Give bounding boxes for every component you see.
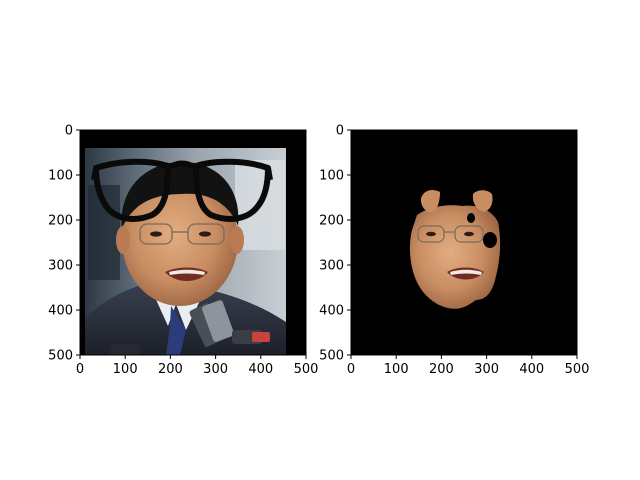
left-ytick-label: 100 <box>48 169 73 184</box>
right-ytick-label: 100 <box>319 169 344 184</box>
left-eye <box>150 231 162 237</box>
hair <box>121 162 239 228</box>
mask-teeth <box>450 269 482 275</box>
left-xtick-label: 500 <box>294 362 319 377</box>
left-ytick-label: 200 <box>48 214 73 229</box>
right-mask <box>409 190 501 309</box>
right-eye <box>199 231 211 237</box>
right-ytick-label: 200 <box>319 214 344 229</box>
left-xtick-label: 200 <box>158 362 183 377</box>
microphones <box>110 300 270 355</box>
right-xtick-label: 400 <box>519 362 544 377</box>
left-ytick-label: 0 <box>65 124 73 139</box>
mask-glasses <box>417 225 484 243</box>
mask-hole-small <box>467 213 475 223</box>
mask-left-tuft <box>420 190 440 213</box>
right-ytick-label: 500 <box>319 349 344 364</box>
teeth <box>169 269 205 275</box>
face <box>122 174 238 306</box>
right-ytick-label: 0 <box>336 124 344 139</box>
right-ear <box>230 226 244 254</box>
mask-face <box>409 205 501 309</box>
mask-hole <box>483 232 497 248</box>
right-xtick-label: 200 <box>429 362 454 377</box>
left-ear <box>116 226 130 254</box>
right-ytick-label: 400 <box>319 304 344 319</box>
real-glasses <box>139 223 225 245</box>
left-ytick-label: 400 <box>48 304 73 319</box>
left-ytick-label: 300 <box>48 259 73 274</box>
right-xtick-label: 100 <box>384 362 409 377</box>
left-photo <box>85 148 286 355</box>
left-xtick-label: 0 <box>76 362 84 377</box>
left-axes-frame <box>79 129 307 356</box>
left-xtick-label: 300 <box>203 362 228 377</box>
right-xtick-label: 300 <box>474 362 499 377</box>
right-ytick-label: 300 <box>319 259 344 274</box>
mask-right-tuft <box>472 190 493 212</box>
mask-left-eye <box>426 231 436 237</box>
left-xtick-label: 400 <box>248 362 273 377</box>
left-xtick-label: 100 <box>113 362 138 377</box>
overlay-glasses <box>91 158 273 222</box>
right-axes-frame <box>350 129 578 356</box>
mask-right-eye <box>464 231 474 237</box>
left-ytick-label: 500 <box>48 349 73 364</box>
right-xtick-label: 500 <box>565 362 590 377</box>
right-xtick-label: 0 <box>347 362 355 377</box>
necktie <box>166 306 186 355</box>
